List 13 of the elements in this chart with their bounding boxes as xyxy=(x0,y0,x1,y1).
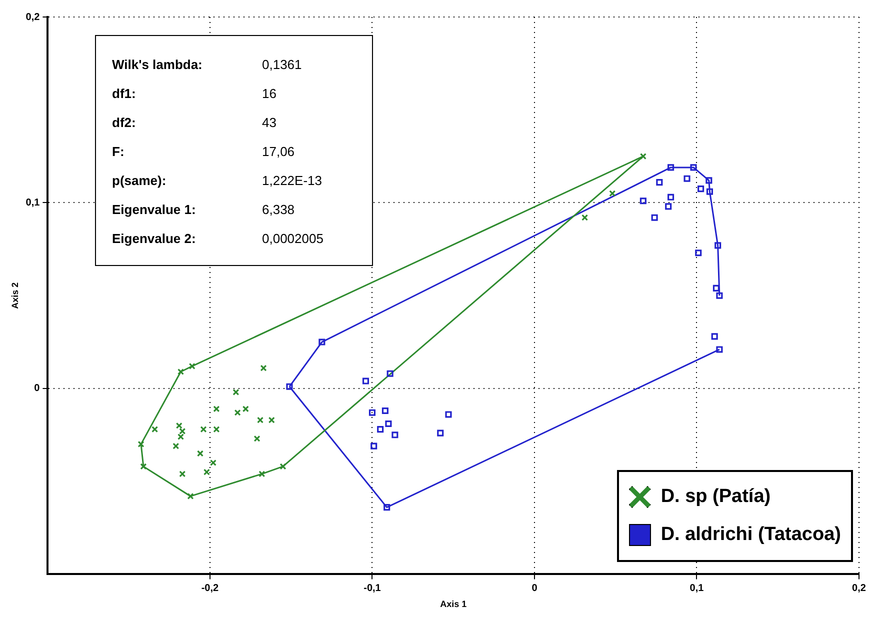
y-tick-label: 0,2 xyxy=(26,12,40,23)
x-tick-label: -0,2 xyxy=(201,582,220,594)
x-tick-label: 0,2 xyxy=(852,582,866,594)
y-tick-label: 0,1 xyxy=(26,197,40,208)
legend-label: D. sp (Patía) xyxy=(660,485,771,509)
statistics-box: Wilk's lambda: 0,1361 df1: 16 df2: 43 F: 17,06 p(same): 1,222E-13 Eigenvalue 1: 6,338 Eigenvalue 2: 0,0002005 xyxy=(95,35,373,266)
x-tick-label: 0,1 xyxy=(690,582,704,594)
y-tick-label: 0 xyxy=(34,383,40,394)
x-tick-label: -0,1 xyxy=(364,582,382,594)
legend-label: D. aldrichi (Tatacoa) xyxy=(660,523,841,547)
x-tick-label: 0 xyxy=(532,582,538,594)
x-axis-title: Axis 1 xyxy=(440,599,467,610)
y-axis-title: Axis 2 xyxy=(10,282,20,309)
